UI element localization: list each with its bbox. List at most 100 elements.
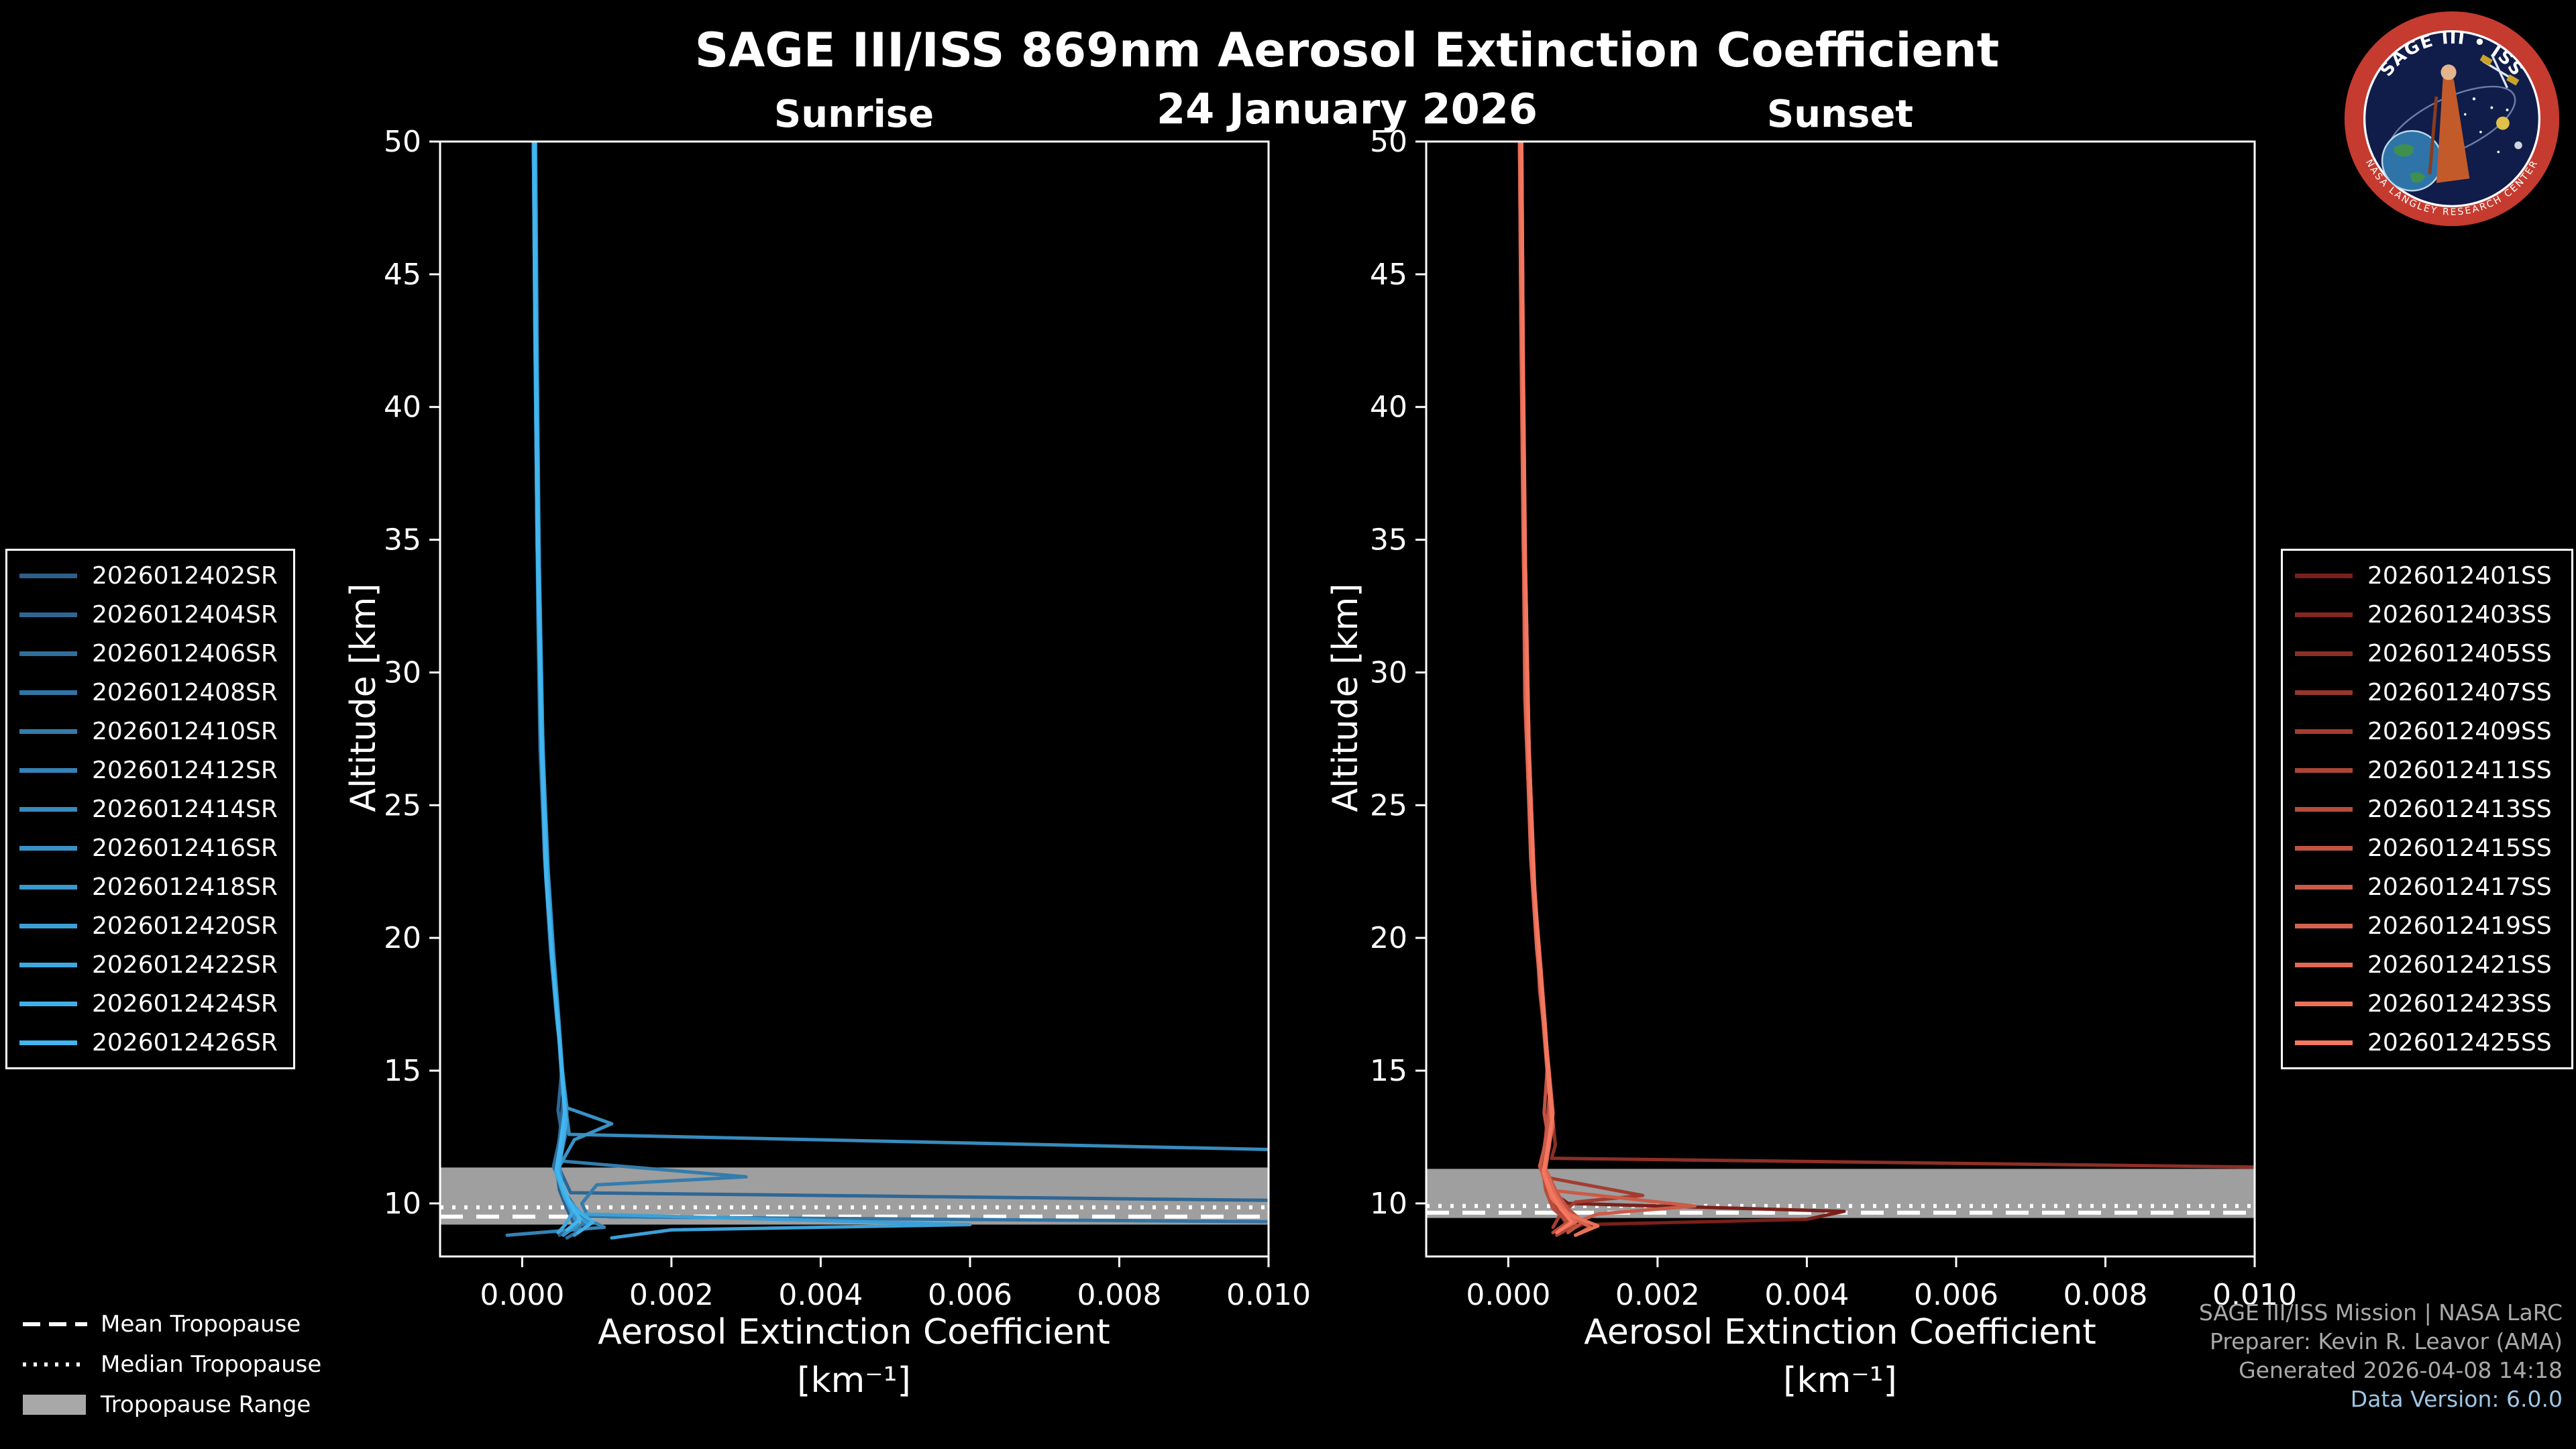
y-tick-label: 25 [1370, 788, 1407, 822]
y-tick-label: 15 [1370, 1054, 1407, 1088]
legend-swatch [2295, 690, 2353, 695]
figure-date: 24 January 2026 [1156, 85, 1538, 133]
sunset-plot: 0.000 0.002 0.004 0.006 0.008 0.010 10 15 20 25 30… [1370, 125, 2297, 1312]
y-tick-label: 30 [384, 655, 421, 690]
legend-entry: 2026012404SR [7, 595, 293, 634]
legend-swatch [2295, 806, 2353, 812]
profile-2026012420SR [532, 142, 972, 1240]
tropopause-legend-item: Median Tropopause [20, 1344, 321, 1385]
legend-entry: 2026012417SS [2283, 867, 2571, 906]
logo-moon [2514, 141, 2522, 150]
profile-2026012408SR [533, 142, 1269, 1224]
sunrise-legend: 2026012402SR 2026012404SR 2026012406SR 2026… [5, 549, 295, 1069]
profile-2026012415SS [1519, 142, 1585, 1234]
profile-2026012414SR [533, 142, 1269, 1152]
credit-generated: Generated 2026-04-08 14:18 [2239, 1357, 2563, 1383]
legend-entry: 2026012405SS [2283, 634, 2571, 673]
y-tick-label: 45 [384, 258, 421, 292]
legend-entry: 2026012424SR [7, 984, 293, 1023]
legend-swatch [2295, 1001, 2353, 1006]
sunrise-x-axis-unit: [km⁻¹] [797, 1360, 911, 1401]
legend-entry-label: 2026012404SR [92, 600, 278, 629]
legend-swatch [2295, 612, 2353, 617]
profile-2026012401SS [1519, 142, 1846, 1232]
legend-entry: 2026012403SS [2283, 595, 2571, 634]
legend-entry-label: 2026012403SS [2367, 600, 2552, 629]
legend-entry-label: 2026012419SS [2367, 912, 2552, 940]
legend-swatch [19, 690, 77, 695]
y-tick-label: 40 [384, 390, 421, 425]
legend-entry: 2026012406SR [7, 634, 293, 673]
legend-swatch [19, 651, 77, 656]
x-tick-label: 0.008 [2063, 1278, 2148, 1312]
logo-sun [2496, 116, 2510, 130]
credit-preparer: Preparer: Kevin R. Leavor (AMA) [2210, 1328, 2563, 1354]
profile-2026012409SS [1518, 142, 1645, 1229]
legend-entry: 2026012423SS [2283, 984, 2571, 1023]
legend-entry-label: 2026012425SS [2367, 1028, 2552, 1057]
tropopause-legend: Mean Tropopause Median Tropopause Tropopau… [20, 1304, 321, 1425]
y-tick-label: 50 [1370, 125, 1407, 159]
legend-swatch [2295, 923, 2353, 928]
legend-entry-label: 2026012418SR [92, 873, 278, 901]
y-tick-label: 35 [384, 523, 421, 557]
x-tick-label: 0.006 [928, 1278, 1012, 1312]
tropopause-legend-item: Tropopause Range [20, 1385, 321, 1425]
legend-entry: 2026012411SS [2283, 751, 2571, 790]
legend-entry-label: 2026012401SS [2367, 561, 2552, 590]
legend-entry-label: 2026012416SR [92, 834, 278, 862]
profile-2026012425SS [1519, 142, 1574, 1234]
legend-entry-label: 2026012413SS [2367, 795, 2552, 823]
y-tick-label: 45 [1370, 258, 1407, 292]
profile-2026012426SR [532, 142, 582, 1232]
sunrise-panel-title: Sunrise [773, 93, 934, 136]
y-tick-label: 25 [384, 788, 421, 822]
sunrise-y-axis-label: Altitude [km] [343, 583, 384, 812]
legend-entry-label: 2026012422SR [92, 951, 278, 979]
legend-entry: 2026012413SS [2283, 790, 2571, 828]
x-tick-label: 0.004 [778, 1278, 863, 1312]
legend-swatch [2295, 651, 2353, 656]
y-tick-label: 20 [1370, 921, 1407, 955]
y-tick-label: 40 [1370, 390, 1407, 425]
x-tick-label: 0.000 [1466, 1278, 1550, 1312]
legend-entry: 2026012409SS [2283, 712, 2571, 751]
legend-entry: 2026012408SR [7, 673, 293, 712]
legend-swatch [19, 884, 77, 890]
legend-entry: 2026012410SR [7, 712, 293, 751]
x-tick-label: 0.002 [629, 1278, 714, 1312]
x-tick-label: 0.006 [1914, 1278, 1998, 1312]
legend-swatch [19, 767, 77, 773]
legend-swatch [19, 612, 77, 617]
legend-entry-label: 2026012412SR [92, 756, 278, 784]
sunrise-plot: 0.000 0.002 0.004 0.006 0.008 0.010 10 15 20 25 30… [384, 125, 1311, 1312]
sunset-x-axis-unit: [km⁻¹] [1783, 1360, 1897, 1401]
legend-swatch [19, 962, 77, 967]
y-tick-label: 10 [1370, 1187, 1407, 1221]
profile-2026012410SR [531, 142, 748, 1232]
legend-swatch [19, 1001, 77, 1006]
legend-entry-label: 2026012415SS [2367, 834, 2552, 862]
legend-swatch [19, 923, 77, 928]
legend-entry-label: 2026012406SR [92, 639, 278, 667]
profile-2026012412SR [505, 142, 606, 1237]
legend-swatch [2295, 573, 2353, 578]
legend-entry: 2026012412SR [7, 751, 293, 790]
figure-title: SAGE III/ISS 869nm Aerosol Extinction Co… [694, 23, 2000, 78]
y-tick-label: 20 [384, 921, 421, 955]
sunset-x-axis-label-text: Aerosol Extinction Coefficient [1584, 1312, 2096, 1352]
sunset-legend: 2026012401SS 2026012403SS 2026012405SS 2026… [2281, 549, 2573, 1069]
y-tick-label: 35 [1370, 523, 1407, 557]
logo-solar-panel [2506, 74, 2520, 86]
x-tick-label: 0.004 [1764, 1278, 1849, 1312]
legend-entry: 2026012416SR [7, 828, 293, 867]
tropopause-legend-label: Tropopause Range [101, 1391, 311, 1418]
sunset-panel-title: Sunset [1766, 93, 1914, 136]
y-tick-label: 15 [384, 1054, 421, 1088]
legend-swatch [2295, 962, 2353, 967]
sunrise-x-axis-label-text: Aerosol Extinction Coefficient [598, 1312, 1110, 1352]
x-tick-label: 0.000 [480, 1278, 564, 1312]
plot-border [1425, 140, 2256, 1258]
y-tick-label: 10 [384, 1187, 421, 1221]
profile-2026012404SR [533, 142, 1269, 1202]
